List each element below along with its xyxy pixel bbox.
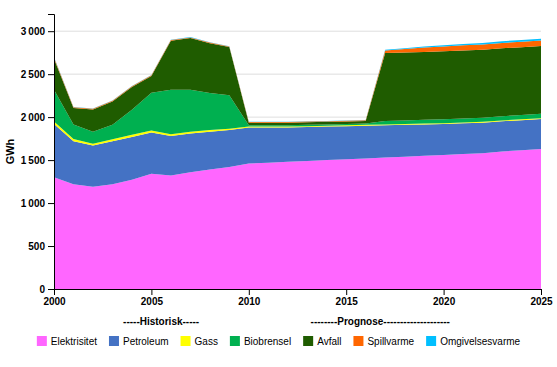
tick-label: 1 000: [21, 198, 46, 209]
tick-label: 3 000: [21, 26, 46, 37]
tick-mark: [541, 289, 542, 295]
tick-mark: [48, 160, 54, 161]
legend-item: Petroleum: [109, 336, 169, 347]
tick: 2020: [433, 289, 456, 307]
legend-swatch: [109, 336, 119, 346]
legend-label: Elektrisitet: [51, 336, 97, 347]
areas: [54, 37, 541, 289]
legend-item: Spillvarme: [353, 336, 414, 347]
tick-mark: [346, 289, 347, 295]
grid: [54, 31, 541, 289]
tick-mark: [48, 289, 54, 290]
tick-label: 2005: [141, 296, 164, 307]
tick-mark: [48, 246, 54, 247]
tick: 1 000: [21, 198, 54, 209]
legend-label: Omgivelsesvarme: [440, 336, 520, 347]
legend-swatch: [353, 336, 363, 346]
tick-label: 2 500: [21, 69, 46, 80]
tick-mark: [48, 117, 54, 118]
tick: 0: [39, 284, 54, 295]
tick: 2 000: [21, 112, 54, 123]
legend-label: Gass: [195, 336, 218, 347]
legend-label: Avfall: [317, 336, 341, 347]
axis-line: [48, 15, 55, 290]
tick: 2000: [43, 289, 66, 307]
plot: 2000 2005 2010 2015 2020 2025 0 500 1 000 1 500 2 …: [21, 15, 553, 308]
legend-label: Biobrensel: [244, 336, 291, 347]
legend-item: Elektrisitet: [37, 336, 97, 347]
tick-label: 500: [28, 241, 45, 252]
tick-mark: [249, 289, 250, 295]
area-series: [54, 37, 541, 122]
tick: 2005: [141, 289, 164, 307]
y-axis-title: GWh: [4, 138, 16, 164]
legend-item: Biobrensel: [230, 336, 291, 347]
y-axis: 0 500 1 000 1 500 2 000 2 500 3 000: [21, 15, 55, 295]
tick-label: 2025: [530, 296, 553, 307]
legend-swatch: [181, 336, 191, 346]
legend-swatch: [303, 336, 313, 346]
tick-mark: [151, 289, 152, 295]
legend-label: Spillvarme: [367, 336, 414, 347]
tick-label: 2010: [238, 296, 261, 307]
tick-label: 2000: [43, 296, 66, 307]
grid-line: [54, 31, 541, 32]
tick-label: 2 000: [21, 112, 46, 123]
tick-mark: [444, 289, 445, 295]
area-series: [54, 38, 541, 132]
area-series: [54, 37, 541, 122]
tick-mark: [48, 31, 54, 32]
tick: 3 000: [21, 26, 54, 37]
tick-label: 2020: [433, 296, 456, 307]
legend-swatch: [37, 336, 47, 346]
legend-swatch: [230, 336, 240, 346]
chart: 2000 2005 2010 2015 2020 2025 0 500 1 000 1 500 2 …: [0, 0, 557, 367]
legend-item: Avfall: [303, 336, 341, 347]
annotation: -----Historisk-----: [123, 316, 199, 327]
tick: 500: [28, 241, 54, 252]
tick-label: 1 500: [21, 155, 46, 166]
legend-item: Gass: [181, 336, 218, 347]
annotation: --------Prognose--------------------: [311, 316, 450, 327]
tick: 2 500: [21, 69, 54, 80]
tick-label: 0: [39, 284, 45, 295]
tick-mark: [48, 203, 54, 204]
tick: 2010: [238, 289, 261, 307]
legend-item: Omgivelsesvarme: [426, 336, 520, 347]
tick-label: 2015: [336, 296, 359, 307]
axis-line: [55, 290, 542, 296]
tick: 2025: [530, 289, 553, 307]
legend-swatch: [426, 336, 436, 346]
tick: 2015: [336, 289, 359, 307]
tick-mark: [48, 74, 54, 75]
tick: 1 500: [21, 155, 54, 166]
x-axis: 2000 2005 2010 2015 2020 2025: [43, 289, 553, 307]
legend: Elektrisitet Petroleum Gass Biobrensel Avfal…: [37, 336, 521, 347]
legend-label: Petroleum: [123, 336, 169, 347]
